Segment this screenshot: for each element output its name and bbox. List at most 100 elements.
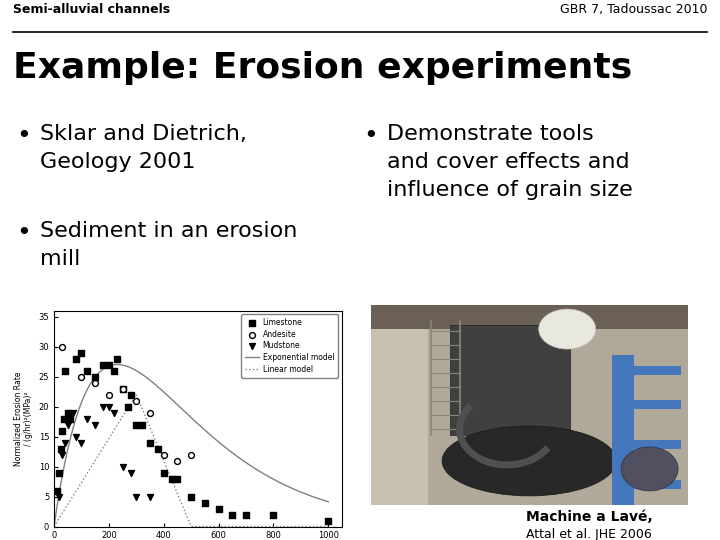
Text: Example: Erosion experiments: Example: Erosion experiments — [13, 51, 632, 85]
Text: Demonstrate tools
and cover effects and
influence of grain size: Demonstrate tools and cover effects and … — [387, 124, 633, 200]
Bar — [611, 400, 681, 409]
Limestone — [130, 420, 142, 429]
Limestone — [213, 504, 225, 513]
Limestone — [117, 384, 128, 393]
Limestone — [323, 516, 334, 525]
Legend: Limestone, Andesite, Mudstone, Exponential model, Linear model: Limestone, Andesite, Mudstone, Exponenti… — [241, 314, 338, 377]
Limestone — [62, 408, 73, 417]
Limestone — [109, 366, 120, 375]
Linear model — [132, 392, 141, 398]
Bar — [611, 355, 634, 505]
Line: Exponential model: Exponential model — [54, 364, 328, 526]
Limestone — [103, 360, 114, 369]
Bar — [371, 329, 428, 505]
Limestone — [56, 426, 68, 435]
Mudstone — [103, 402, 114, 411]
Text: •: • — [16, 221, 30, 245]
Limestone — [268, 510, 279, 519]
Exponential model — [181, 408, 189, 415]
Limestone — [89, 372, 101, 381]
Bar — [611, 440, 681, 449]
Exponential model — [182, 410, 191, 416]
Exponential model — [275, 479, 284, 485]
Limestone — [51, 486, 63, 495]
Limestone — [136, 420, 148, 429]
Mudstone — [62, 420, 73, 429]
Linear model — [181, 508, 189, 515]
Andesite — [76, 372, 87, 381]
Mudstone — [54, 492, 66, 501]
Linear model — [318, 523, 327, 530]
Line: Linear model: Linear model — [54, 395, 328, 526]
Text: Sediment in an erosion
mill: Sediment in an erosion mill — [40, 221, 297, 269]
Mudstone — [144, 492, 156, 501]
Limestone — [58, 414, 69, 423]
Andesite — [130, 396, 142, 405]
Limestone — [125, 390, 137, 399]
Limestone — [227, 510, 238, 519]
Text: Semi-alluvial channels: Semi-alluvial channels — [13, 3, 170, 16]
Limestone — [54, 468, 66, 477]
Limestone — [70, 354, 81, 363]
Andesite — [158, 450, 169, 459]
Linear model — [199, 523, 207, 530]
Mudstone — [130, 492, 142, 501]
Andesite — [117, 384, 128, 393]
Exponential model — [50, 523, 58, 530]
Andesite — [144, 408, 156, 417]
Exponential model — [324, 498, 333, 505]
Limestone — [199, 498, 211, 507]
Mudstone — [125, 468, 137, 477]
Linear model — [214, 523, 222, 530]
Bar — [611, 366, 681, 375]
Exponential model — [318, 497, 327, 503]
Andesite — [103, 390, 114, 399]
Exponential model — [113, 361, 122, 368]
Limestone — [158, 468, 169, 477]
Mudstone — [68, 408, 79, 417]
Andesite — [185, 450, 197, 459]
Limestone — [171, 474, 183, 483]
Ellipse shape — [539, 309, 595, 349]
Mudstone — [70, 432, 81, 441]
Ellipse shape — [621, 447, 678, 491]
Exponential model — [199, 425, 207, 431]
Text: GBR 7, Tadoussac 2010: GBR 7, Tadoussac 2010 — [559, 3, 707, 16]
Limestone — [59, 366, 71, 375]
Andesite — [89, 378, 101, 387]
Mudstone — [76, 438, 87, 447]
Limestone — [76, 348, 87, 357]
Limestone — [185, 492, 197, 501]
Andesite — [171, 456, 183, 465]
Text: Machine a Lavé,: Machine a Lavé, — [526, 510, 653, 524]
Bar — [371, 305, 688, 329]
Limestone — [153, 444, 164, 453]
Limestone — [240, 510, 252, 519]
Linear model — [50, 523, 58, 530]
Exponential model — [214, 438, 222, 444]
Mudstone — [56, 450, 68, 459]
Text: •: • — [16, 124, 30, 147]
Mudstone — [109, 408, 120, 417]
Mudstone — [89, 420, 101, 429]
Text: •: • — [364, 124, 378, 147]
Andesite — [56, 342, 68, 351]
Limestone — [81, 366, 93, 375]
Bar — [450, 325, 570, 435]
Linear model — [324, 523, 333, 530]
Bar — [611, 480, 681, 489]
Mudstone — [98, 402, 109, 411]
Limestone — [112, 354, 123, 363]
Mudstone — [59, 438, 71, 447]
Limestone — [122, 402, 134, 411]
Limestone — [144, 438, 156, 447]
Mudstone — [81, 414, 93, 423]
Mudstone — [117, 462, 128, 471]
Y-axis label: Normalized Erosion Rate
/ (g/hr)²(MPa)²: Normalized Erosion Rate / (g/hr)²(MPa)² — [14, 372, 33, 465]
Ellipse shape — [442, 426, 616, 496]
Limestone — [98, 360, 109, 369]
Limestone — [166, 474, 178, 483]
Limestone — [65, 414, 76, 423]
Text: Sklar and Dietrich,
Geology 2001: Sklar and Dietrich, Geology 2001 — [40, 124, 246, 172]
Text: Attal et al. JHE 2006: Attal et al. JHE 2006 — [526, 528, 652, 540]
